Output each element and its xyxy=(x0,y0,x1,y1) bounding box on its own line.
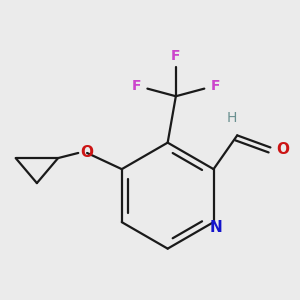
Text: H: H xyxy=(227,111,237,125)
Text: F: F xyxy=(210,79,220,93)
Text: F: F xyxy=(132,79,141,93)
Text: F: F xyxy=(171,49,181,63)
Text: O: O xyxy=(81,145,94,160)
Text: N: N xyxy=(209,220,222,235)
Text: O: O xyxy=(276,142,289,157)
